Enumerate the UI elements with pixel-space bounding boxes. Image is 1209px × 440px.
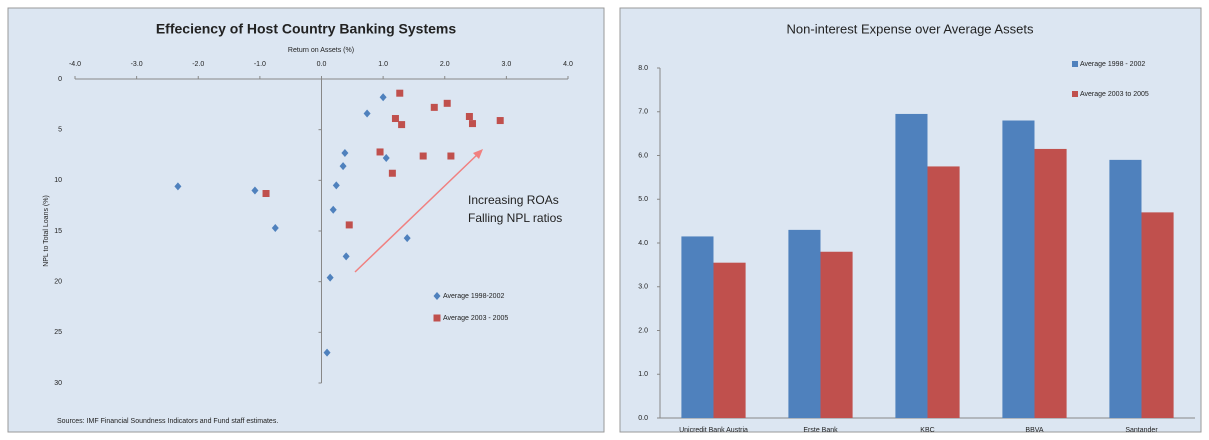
y-tick-label: 2.0 bbox=[638, 327, 648, 334]
y-tick-label: 10 bbox=[54, 177, 62, 184]
chart-title: Non-interest Expense over Average Assets bbox=[787, 21, 1034, 36]
marker bbox=[396, 89, 404, 97]
y-tick-label: 8.0 bbox=[638, 65, 648, 72]
x-tick-label: -4.0 bbox=[69, 61, 81, 68]
bar bbox=[788, 229, 821, 418]
marker bbox=[251, 186, 259, 195]
marker bbox=[391, 115, 399, 123]
bar bbox=[1002, 120, 1035, 418]
marker bbox=[388, 169, 396, 177]
x-tick-label: 2.0 bbox=[440, 61, 450, 68]
y-tick-label: 5.0 bbox=[638, 196, 648, 203]
legend-label: Average 1998-2002 bbox=[443, 293, 504, 300]
legend-label: Average 2003 to 2005 bbox=[1080, 91, 1149, 98]
bar bbox=[1034, 148, 1067, 418]
marker bbox=[382, 154, 390, 163]
marker bbox=[345, 221, 353, 229]
y-tick-label: 4.0 bbox=[638, 240, 648, 247]
bar bbox=[713, 262, 746, 418]
x-tick-label: 3.0 bbox=[502, 61, 512, 68]
x-tick-label: -2.0 bbox=[192, 61, 204, 68]
marker bbox=[271, 223, 279, 232]
x-tick-label: 4.0 bbox=[563, 61, 573, 68]
x-tick-label: Santander bbox=[1125, 427, 1158, 434]
y-axis-label: NPL to Total Loans (%) bbox=[43, 195, 50, 267]
legend-swatch bbox=[1072, 91, 1078, 97]
x-tick-label: Unicredit Bank Austria bbox=[679, 427, 748, 434]
y-tick-label: 6.0 bbox=[638, 152, 648, 159]
chart-title: Effeciency of Host Country Banking Syste… bbox=[156, 21, 457, 37]
y-tick-label: 5 bbox=[58, 127, 62, 134]
marker bbox=[468, 120, 476, 128]
x-axis-label: Return on Assets (%) bbox=[288, 47, 354, 54]
arrow-head bbox=[473, 149, 483, 159]
legend-swatch bbox=[1072, 61, 1078, 67]
bar bbox=[1109, 159, 1142, 418]
y-tick-label: 25 bbox=[54, 329, 62, 336]
marker bbox=[430, 103, 438, 111]
x-tick-label: KBC bbox=[920, 427, 934, 434]
marker bbox=[329, 205, 337, 214]
x-tick-label: 1.0 bbox=[378, 61, 388, 68]
legend-label: Average 1998 - 2002 bbox=[1080, 61, 1145, 68]
marker bbox=[398, 121, 406, 129]
y-tick-label: 1.0 bbox=[638, 371, 648, 378]
marker bbox=[339, 162, 347, 171]
marker bbox=[326, 273, 334, 282]
marker bbox=[403, 234, 411, 243]
annotation: Increasing ROAs bbox=[468, 193, 559, 207]
marker bbox=[496, 117, 504, 125]
x-tick-label: 0.0 bbox=[317, 61, 327, 68]
marker bbox=[363, 109, 371, 118]
marker bbox=[447, 152, 455, 160]
marker bbox=[262, 190, 270, 198]
marker bbox=[419, 152, 427, 160]
y-tick-label: 3.0 bbox=[638, 284, 648, 291]
marker bbox=[332, 181, 340, 190]
y-tick-label: 0 bbox=[58, 76, 62, 83]
bar bbox=[927, 166, 960, 418]
bar bbox=[820, 251, 853, 418]
y-tick-label: 15 bbox=[54, 228, 62, 235]
bar bbox=[681, 236, 714, 418]
legend-label: Average 2003 - 2005 bbox=[443, 315, 508, 322]
marker bbox=[341, 148, 349, 157]
bar bbox=[1141, 212, 1174, 418]
annotation: Falling NPL ratios bbox=[468, 211, 562, 225]
x-tick-label: -1.0 bbox=[254, 61, 266, 68]
x-tick-label: -3.0 bbox=[131, 61, 143, 68]
marker bbox=[433, 292, 441, 300]
x-tick-label: Erste Bank bbox=[803, 427, 838, 434]
source-note: Sources: IMF Financial Soundness Indicat… bbox=[57, 418, 278, 425]
x-tick-label: BBVA bbox=[1025, 427, 1043, 434]
y-tick-label: 30 bbox=[54, 380, 62, 387]
marker bbox=[376, 148, 384, 156]
marker bbox=[443, 99, 451, 107]
y-tick-label: 0.0 bbox=[638, 415, 648, 422]
bar bbox=[895, 113, 928, 418]
marker bbox=[174, 182, 182, 191]
marker bbox=[433, 314, 441, 322]
y-tick-label: 20 bbox=[54, 279, 62, 286]
y-tick-label: 7.0 bbox=[638, 109, 648, 116]
marker bbox=[465, 112, 473, 120]
marker bbox=[323, 348, 331, 357]
marker bbox=[342, 252, 350, 261]
marker bbox=[379, 93, 387, 102]
trend-arrow bbox=[354, 151, 481, 273]
